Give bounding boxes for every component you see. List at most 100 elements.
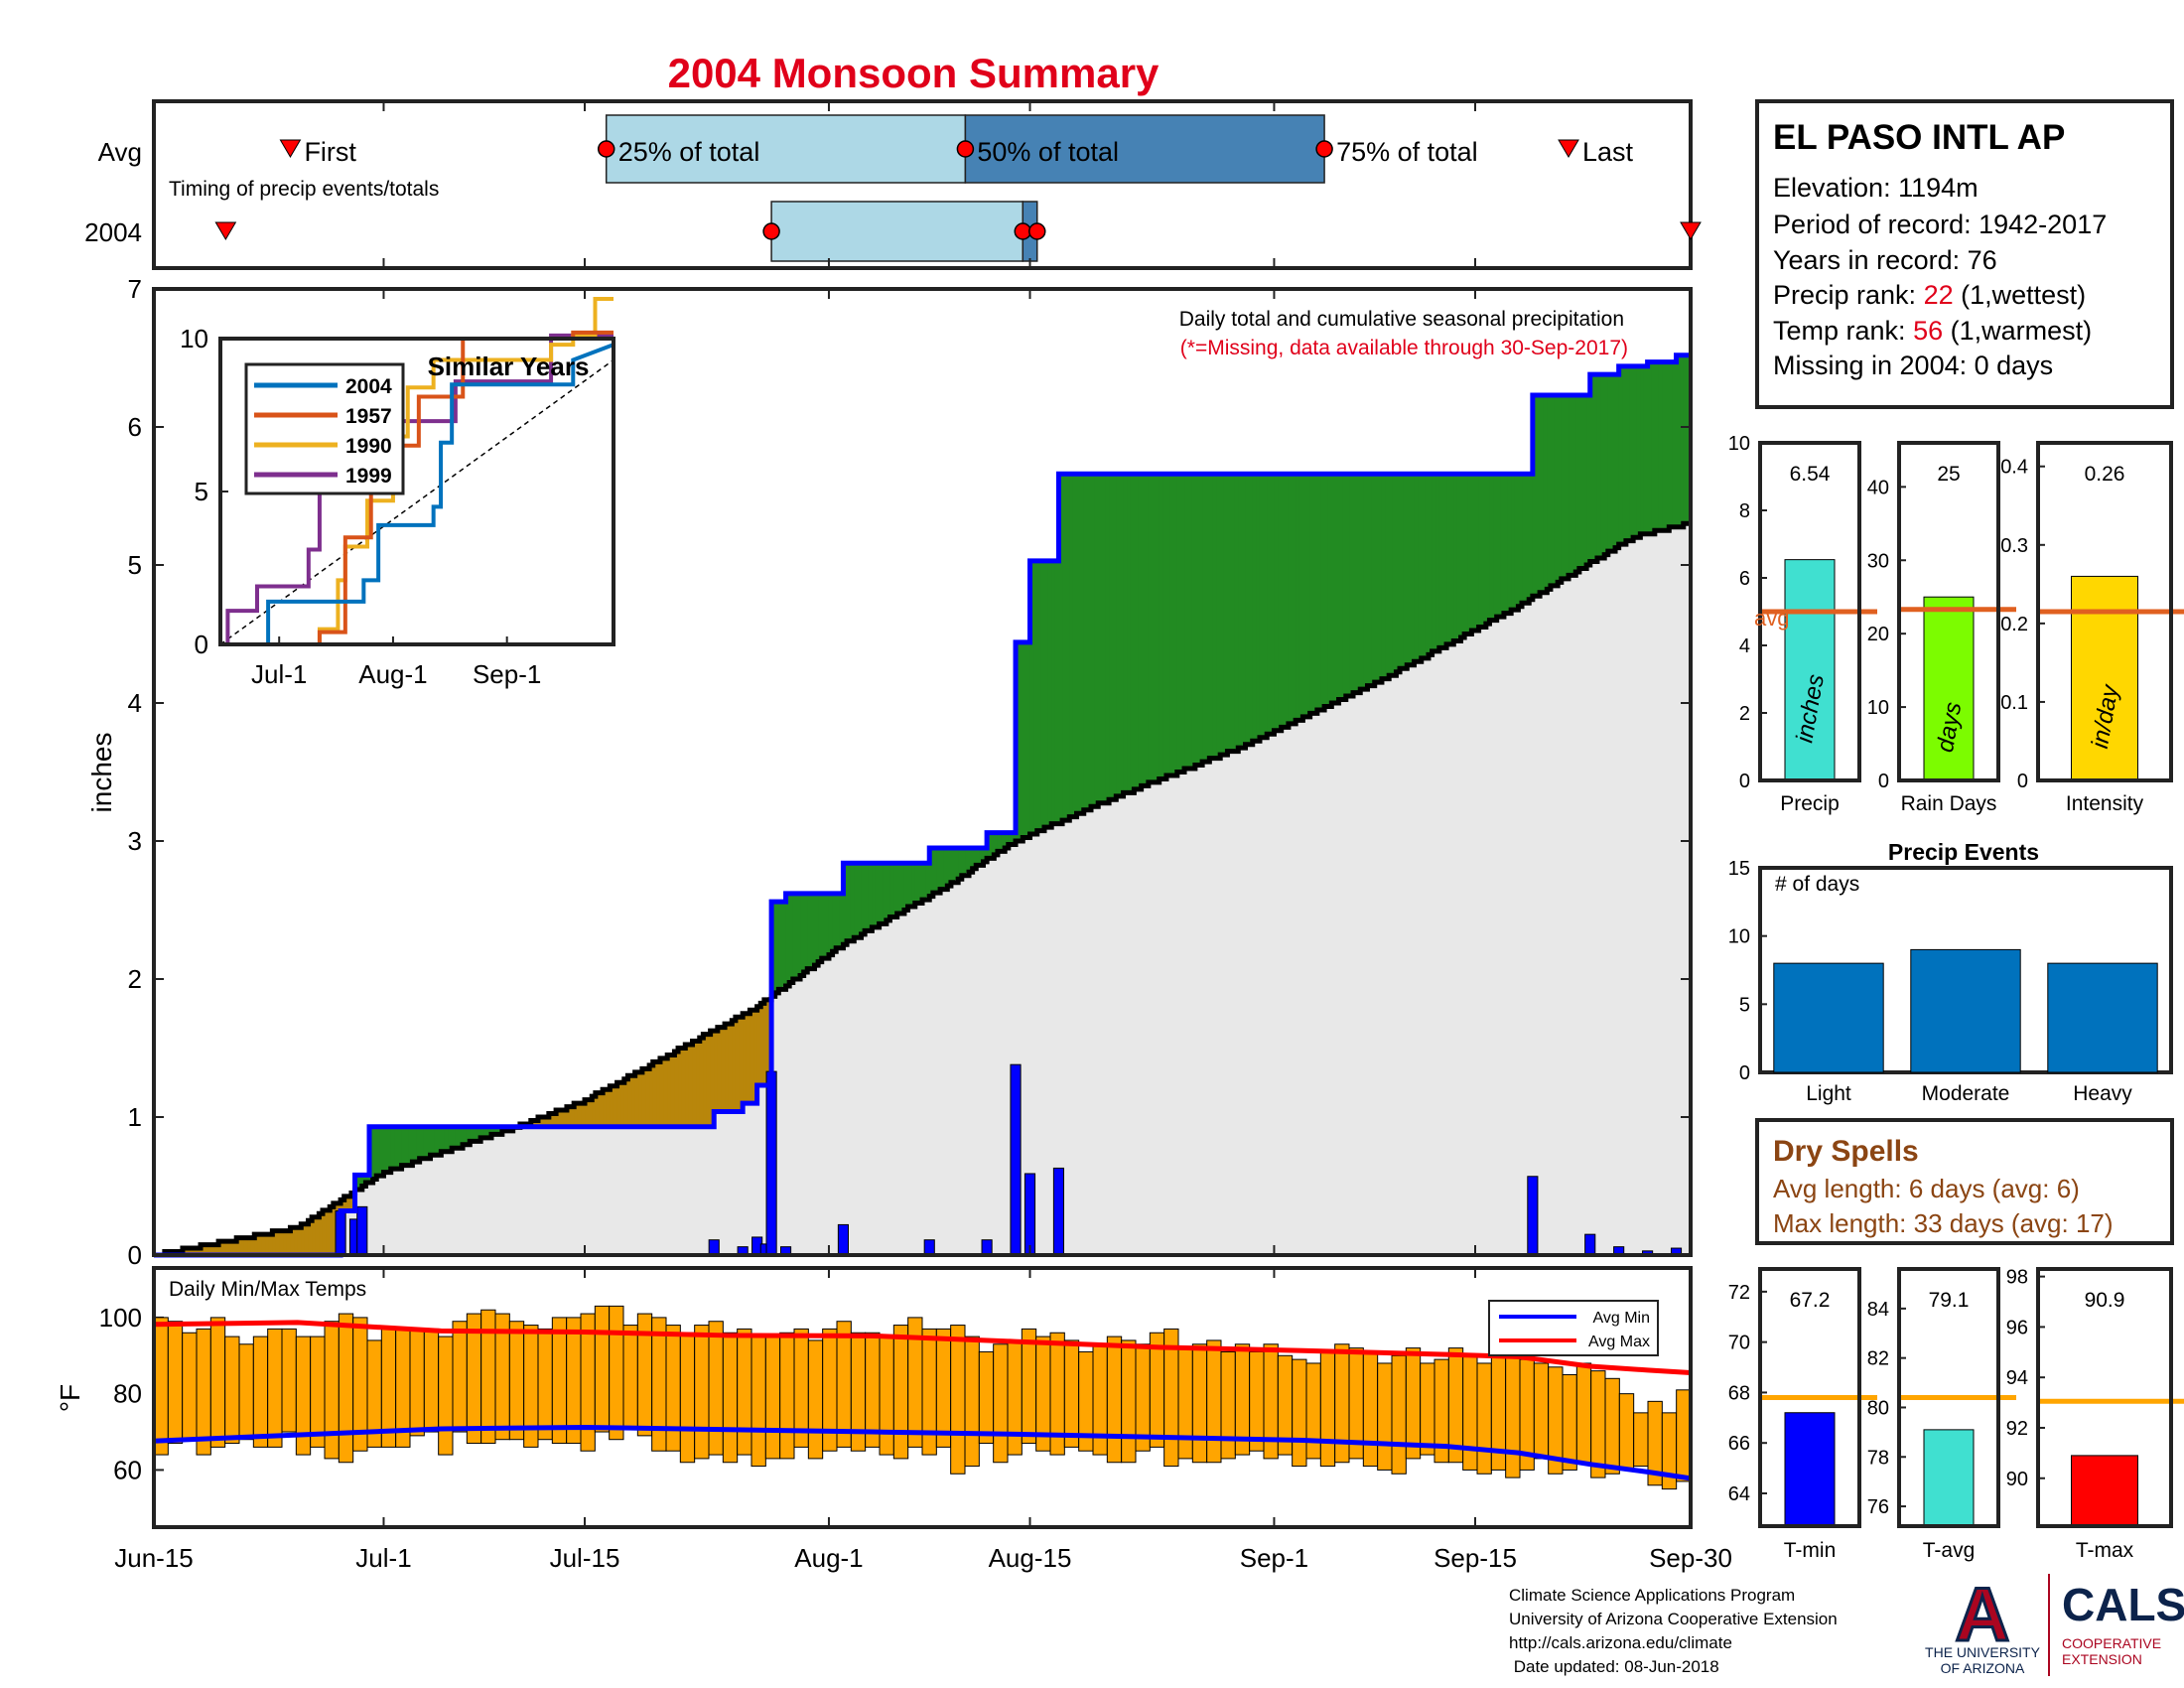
deficit-area [312,1216,317,1255]
daily-temp-bar [310,1336,326,1448]
summary-avg-label-precip: avg [1754,606,1789,631]
temp-title: Daily Min/Max Temps [169,1278,366,1301]
surplus-area [929,847,934,896]
surplus-area [1187,474,1192,769]
summary-category-precip: Precip [1780,792,1840,815]
temp-rank-prefix: Temp rank: [1773,316,1913,346]
daily-temp-bar [1420,1362,1435,1456]
surplus-area [1270,474,1276,733]
timing-panel-frame [152,99,1693,270]
university-logo: A THE UNIVERSITY OF ARIZONA CALS COOPERA… [1925,1572,2184,1676]
daily-temp-bar [764,1336,781,1460]
surplus-area [1298,474,1303,719]
timing-label-p75: 75% of total [1336,137,1478,167]
surplus-area [1381,474,1387,679]
surplus-area [1313,474,1318,712]
footer: Climate Science Applications Program Uni… [1509,1586,1838,1676]
surplus-area [1532,395,1538,597]
temp-panel: 60 80 100 Daily Min/Max Temps °F Avg Min A… [55,1266,1693,1529]
deficit-area [570,1105,575,1127]
dry-spells-box: Dry Spells Avg length: 6 days (avg: 6) M… [1755,1118,2174,1245]
surplus-area [1618,365,1623,545]
timing-label-p50: 50% of total [977,137,1119,167]
surplus-area [1536,395,1541,595]
daily-temp-bar [1319,1350,1336,1468]
summary-category-rain-days: Rain Days [1901,792,1997,815]
deficit-area [243,1237,248,1256]
summary-bar-precip [1784,559,1836,781]
deficit-area [659,1057,665,1127]
surplus-area [1245,474,1250,744]
surplus-area [1205,474,1210,761]
deficit-area [239,1237,245,1255]
deficit-area [685,1045,690,1127]
surplus-area [1194,474,1200,766]
surplus-area [979,847,985,864]
deficit-area [308,1219,313,1255]
precip-y-tick-label-5: 5 [128,550,142,580]
deficit-area [574,1103,579,1127]
ua-logo-text-1: THE UNIVERSITY [1925,1644,2041,1660]
surplus-area [1087,474,1092,809]
surplus-area [1403,474,1408,667]
surplus-area [879,863,884,923]
deficit-area [595,1093,601,1127]
surplus-area [1371,474,1376,685]
daily-temp-bar [1305,1362,1321,1460]
summary-y-tick-t-min-2: 68 [1728,1382,1750,1404]
precip-annotation: Daily total and cumulative seasonal prec… [1179,308,1624,331]
summary-y-tick-precip-2: 4 [1739,635,1750,657]
surplus-area [1680,354,1685,526]
panel-frame-precip [1758,441,1861,782]
surplus-area [889,863,894,917]
surplus-area [969,847,974,871]
deficit-area [645,1065,650,1127]
timing-triangle-last-avg [1558,139,1579,158]
surplus-area [1356,474,1361,692]
deficit-area [286,1228,292,1256]
surplus-area [1547,395,1552,589]
surplus-area [1029,560,1034,834]
precip-rank-suffix: (1,wettest) [1954,280,2087,310]
daily-precip-bar [837,1223,849,1256]
temp-rank-value: 56 [1913,316,1943,346]
summary-y-tick-rain-days-0: 0 [1878,771,1889,792]
daily-temp-bar [1633,1412,1649,1468]
surplus-area [1478,474,1483,628]
deficit-area [585,1099,590,1127]
deficit-area [641,1067,647,1127]
timing-marker-p50-year [1014,222,1032,240]
surplus-area [394,1126,399,1169]
events-title: Precip Events [1888,839,2039,865]
timing-marker-p25-year [762,222,780,240]
deficit-area [756,1005,761,1086]
surplus-area [1173,474,1178,774]
surplus-area [1367,474,1372,687]
inset-legend: 2004 1957 1990 1999 [244,362,405,495]
surplus-area [914,863,919,904]
surplus-area [1134,474,1139,789]
surplus-area [1374,474,1379,683]
timing-row-label-avg: Avg [98,137,142,167]
surplus-area [416,1126,421,1161]
daily-temp-bar [1149,1332,1165,1448]
deficit-area [652,1061,657,1127]
summary-y-tick-t-max-2: 94 [2006,1367,2028,1389]
surplus-area [1540,395,1545,593]
daily-temp-bar [1533,1362,1550,1460]
timing-triangle-first-year [214,221,237,240]
surplus-area [412,1126,417,1163]
deficit-area [197,1246,202,1256]
surplus-area [1012,832,1017,843]
page-title: 2004 Monsoon Summary [668,50,1160,96]
deficit-area [319,1212,324,1255]
daily-temp-bar [1604,1377,1620,1475]
daily-temp-bar [324,1321,340,1460]
panel-frame-t-min [1758,1267,1861,1528]
surplus-area [1101,474,1107,803]
summary-y-tick-t-max-3: 96 [2006,1317,2028,1338]
deficit-area [703,1035,708,1127]
surplus-area [1622,365,1627,543]
dry-spells-title: Dry Spells [1773,1135,1919,1168]
daily-temp-bar [1590,1370,1606,1478]
